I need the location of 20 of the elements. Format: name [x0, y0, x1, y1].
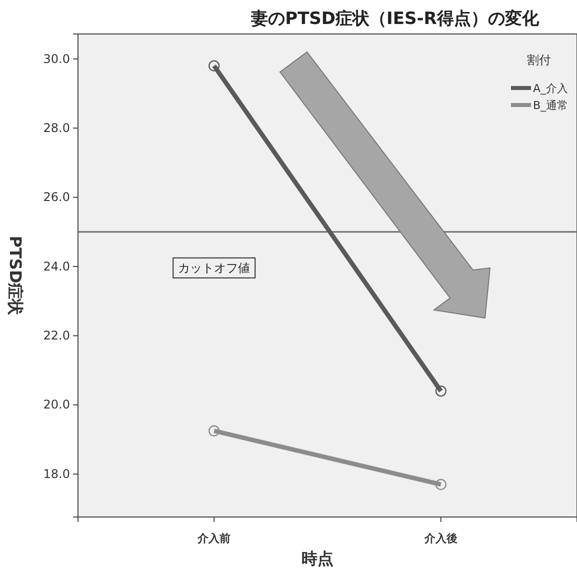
- y-tick-label: 30.0: [43, 52, 70, 66]
- point: [435, 385, 447, 397]
- x-tick-label: 介入後: [423, 532, 458, 545]
- point: [208, 60, 220, 72]
- point: [208, 425, 220, 436]
- y-tick-label: 26.0: [43, 190, 70, 204]
- legend-label: A_介入: [533, 82, 568, 95]
- y-tick-label: 20.0: [43, 398, 70, 412]
- y-tick-label: 18.0: [43, 466, 70, 481]
- ref-line-label: カットオフ値: [178, 261, 250, 276]
- chart-title: 妻のPTSD症状（IES-R得点）の変化: [250, 9, 540, 29]
- y-tick-label: 22.0: [43, 328, 70, 343]
- point: [435, 478, 447, 490]
- y-axis-title: PTSD症状: [6, 236, 25, 316]
- x-axis-title: 時点: [302, 549, 334, 568]
- y-tick-label: 24.0: [43, 259, 70, 274]
- y-tick-label: 28.0: [43, 120, 70, 135]
- legend-label: B_通常: [533, 98, 568, 112]
- legend-title: 割付: [527, 53, 551, 67]
- x-tick-label: 介入前: [196, 532, 231, 545]
